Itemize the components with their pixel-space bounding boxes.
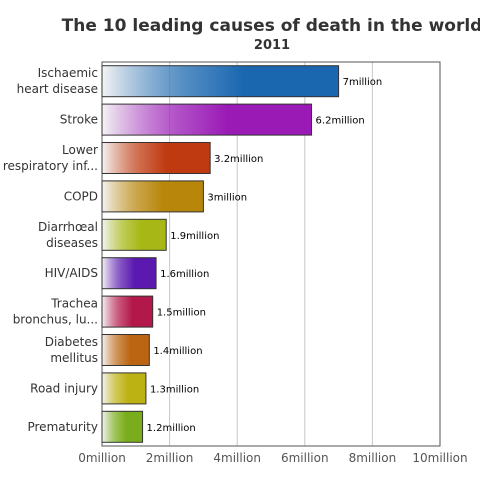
bar <box>101 65 340 98</box>
bar <box>101 410 144 443</box>
category-label-line: respiratory inf... <box>3 159 98 173</box>
category-label-line: heart disease <box>17 82 98 96</box>
data-label: 3million <box>207 192 247 203</box>
bar <box>101 372 147 405</box>
bar <box>101 218 167 251</box>
data-label: 1.5million <box>157 308 206 319</box>
x-tick-label: 0million <box>78 451 126 465</box>
category-label: COPD <box>64 189 98 203</box>
chart-title: The 10 leading causes of death in the wo… <box>62 16 480 36</box>
data-label: 7million <box>343 77 383 88</box>
bars: 7million 6.2million 3.2million 3million 1.9m… <box>101 65 383 443</box>
plot-area <box>101 61 441 447</box>
category-label-line: mellitus <box>50 351 98 365</box>
category-label: Road injury <box>30 381 98 395</box>
category-label: Ischaemic heart disease <box>17 66 98 96</box>
data-label: 1.4million <box>153 346 202 357</box>
bar <box>101 103 313 136</box>
category-label-line: Stroke <box>60 113 98 127</box>
category-label-line: HIV/AIDS <box>45 266 98 280</box>
category-label: Stroke <box>60 113 98 127</box>
data-label: 3.2million <box>214 154 263 165</box>
bar <box>101 295 154 328</box>
x-tick-label: 6million <box>281 451 329 465</box>
chart-subtitle: 2011 <box>254 38 290 53</box>
category-label-line: Ischaemic <box>38 66 98 80</box>
category-label-line: Prematurity <box>27 420 98 434</box>
category-label: Diarrhœal diseases <box>38 220 98 250</box>
category-label-line: Lower <box>62 143 98 157</box>
x-tick-label: 2million <box>146 451 194 465</box>
category-label-line: Road injury <box>30 381 98 395</box>
category-label: HIV/AIDS <box>45 266 98 280</box>
category-label: Trachea bronchus, lu... <box>13 297 98 327</box>
x-tick-label: 10million <box>412 451 467 465</box>
data-label: 6.2million <box>316 116 365 127</box>
category-label-line: bronchus, lu... <box>13 313 98 327</box>
category-label-line: diseases <box>46 236 98 250</box>
category-label-line: Diabetes <box>45 335 98 349</box>
category-labels: Ischaemic heart disease Stroke Lower respira… <box>3 66 98 434</box>
bar <box>101 180 204 213</box>
category-label-line: Trachea <box>50 297 98 311</box>
category-label: Lower respiratory inf... <box>3 143 98 173</box>
category-label-line: COPD <box>64 189 98 203</box>
x-tick-label: 8million <box>349 451 397 465</box>
data-label: 1.9million <box>170 231 219 242</box>
bar <box>101 142 211 174</box>
bar <box>101 257 157 290</box>
data-label: 1.6million <box>160 269 209 280</box>
bar <box>101 334 150 366</box>
x-axis-ticks: 0million 2million 4million 6million 8million… <box>78 451 467 465</box>
category-label: Prematurity <box>27 420 98 434</box>
x-tick-label: 4million <box>213 451 261 465</box>
data-label: 1.2million <box>147 423 196 434</box>
data-label: 1.3million <box>150 384 199 395</box>
category-label: Diabetes mellitus <box>45 335 98 365</box>
category-label-line: Diarrhœal <box>38 220 98 234</box>
